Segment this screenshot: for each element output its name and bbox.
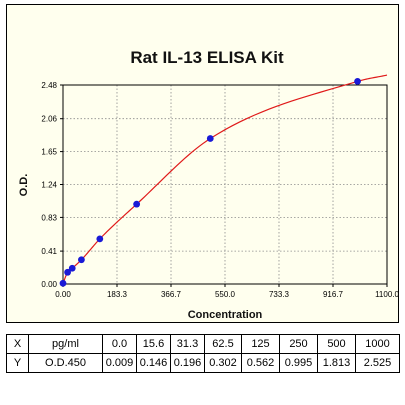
data-point: [354, 77, 361, 85]
x-tick-label: 1100.0: [375, 290, 398, 299]
table-cell: 1000: [355, 334, 400, 354]
row-label-cell: pg/ml: [28, 334, 103, 354]
table-cell: 125: [241, 334, 280, 354]
row-axis-cell: Y: [6, 353, 29, 373]
x-axis-label: Concentration: [188, 309, 263, 321]
x-tick-label: 183.3: [107, 290, 128, 299]
y-tick-label: 2.06: [41, 115, 57, 124]
chart-title: Rat IL-13 ELISA Kit: [130, 48, 284, 67]
table-row-x: X pg/ml 0.0 15.6 31.3 62.5 125 250 500 1…: [6, 334, 400, 354]
grid-layer: [63, 85, 387, 284]
x-tick-label: 550.0: [215, 290, 236, 299]
row-label-cell: O.D.450: [28, 353, 103, 373]
table-cell: 31.3: [170, 334, 205, 354]
table-cell: 15.6: [136, 334, 171, 354]
x-tick-label: 366.7: [161, 290, 182, 299]
chart-panel: 0.00 183.3 366.7 550.0 733.3 916.7 1100.0 0.00 0…: [6, 4, 399, 323]
data-point: [78, 256, 85, 264]
standards-table: X pg/ml 0.0 15.6 31.3 62.5 125 250 500 1…: [6, 334, 400, 373]
y-axis-label: O.D.: [18, 174, 30, 197]
y-tick-label: 1.65: [41, 148, 57, 157]
x-tick-label: 916.7: [323, 290, 344, 299]
table-cell: 2.525: [355, 353, 400, 373]
tick-layer: 0.00 183.3 366.7 550.0 733.3 916.7 1100.0 0.00 0…: [41, 81, 398, 299]
y-tick-label: 0.83: [41, 213, 57, 222]
table-cell: 62.5: [204, 334, 242, 354]
data-point: [96, 235, 104, 243]
row-axis-cell: X: [6, 334, 29, 354]
data-point: [64, 268, 71, 276]
data-point: [68, 264, 76, 272]
data-point: [133, 200, 141, 208]
y-tick-label: 0.41: [41, 247, 57, 256]
table-cell: 0.0: [102, 334, 137, 354]
table-row-y: Y O.D.450 0.009 0.146 0.196 0.302 0.562 …: [6, 353, 400, 373]
x-tick-label: 0.00: [55, 290, 71, 299]
table-cell: 0.146: [136, 353, 171, 373]
table-cell: 0.196: [170, 353, 205, 373]
table-cell: 0.302: [204, 353, 242, 373]
standard-curve-chart: 0.00 183.3 366.7 550.0 733.3 916.7 1100.0 0.00 0…: [18, 48, 398, 321]
point-layer: [59, 77, 361, 287]
table-cell: 0.009: [102, 353, 137, 373]
table-cell: 0.995: [279, 353, 318, 373]
data-point: [59, 279, 67, 287]
y-tick-label: 2.48: [41, 81, 57, 90]
table-cell: 0.562: [241, 353, 280, 373]
table-cell: 1.813: [317, 353, 356, 373]
data-point: [206, 135, 214, 142]
table-cell: 500: [317, 334, 356, 354]
table-cell: 250: [279, 334, 318, 354]
x-tick-label: 733.3: [269, 290, 290, 299]
y-tick-label: 0.00: [41, 280, 57, 289]
y-tick-label: 1.24: [41, 181, 57, 190]
